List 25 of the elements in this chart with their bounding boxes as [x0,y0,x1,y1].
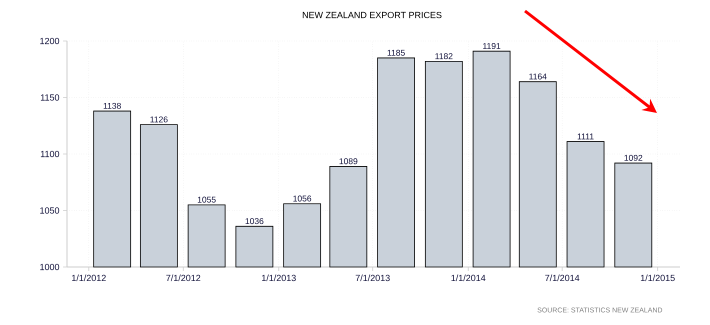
data-label: 1111 [578,134,594,140]
x-tick-label: 7/1/2013 [356,274,390,282]
data-label: 1056 [293,196,312,202]
y-tick-label: 1000 [40,264,60,270]
y-tick-label: 1150 [40,94,60,101]
data-label: 1036 [246,218,264,224]
data-label: 1138 [104,102,121,109]
data-label: 1182 [435,53,453,60]
x-tick-label: 7/1/2012 [166,274,200,282]
chart-title: NEW ZEALAND EXPORT PRICES [302,12,442,18]
x-tick-label: 1/1/2015 [640,274,675,282]
x-tick-label: 7/1/2014 [545,274,580,282]
data-label: 1164 [529,74,547,80]
data-label: 1191 [483,42,500,49]
data-label: 1089 [340,158,358,164]
x-tick-label: 1/1/2014 [451,274,486,282]
x-tick-label: 1/1/2012 [72,274,106,282]
data-label: 1185 [388,50,405,56]
data-label: 1055 [198,196,216,203]
y-tick-label: 1200 [40,38,60,44]
data-label: 1126 [150,116,168,122]
y-tick-label: 1100 [40,150,60,158]
y-tick-label: 1050 [40,207,60,214]
data-label: 1092 [624,154,642,161]
x-tick-label: 1/1/2013 [262,274,296,282]
